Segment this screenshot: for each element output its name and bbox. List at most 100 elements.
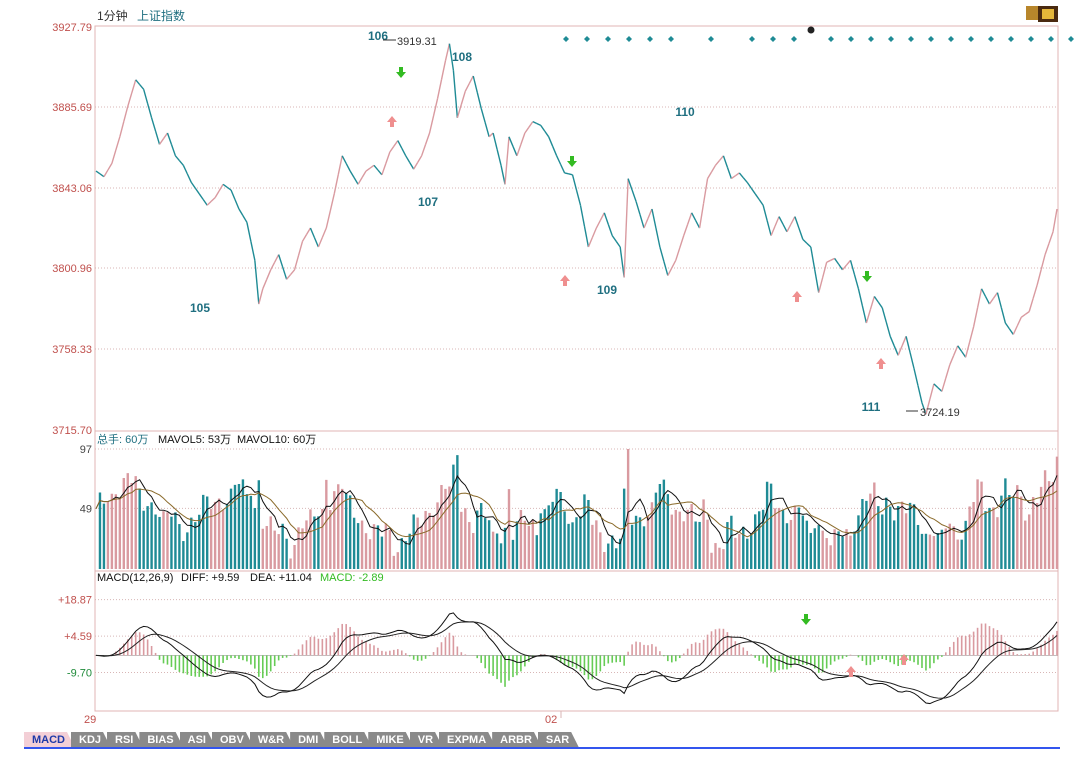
price-segment [913,368,919,386]
price-segment [1008,328,1014,335]
price-segment [603,212,609,225]
price-segment [424,132,431,145]
tab-macd[interactable]: MACD [24,732,75,748]
price-segment [869,296,876,310]
price-segment [921,402,927,415]
price-segment [1048,231,1054,244]
price-segment [520,132,526,145]
price-segment [746,182,752,189]
price-segment [929,383,935,400]
tab-asi[interactable]: ASI [180,732,216,748]
price-segment [417,155,423,163]
price-segment [1000,307,1007,324]
price-segment [1032,284,1038,299]
tab-boll[interactable]: BOLL [324,732,372,748]
price-segment [409,162,415,170]
price-y-tick: 3758.33 [52,344,92,356]
price-segment [1028,298,1034,312]
price-segment [873,296,879,303]
price-segment [861,305,868,324]
price-segment [897,345,903,356]
price-segment [957,345,963,352]
price-segment [1012,325,1018,335]
tab-mike[interactable]: MIKE [368,732,414,748]
tab-arbr[interactable]: ARBR [492,732,542,748]
price-segment [353,177,359,185]
price-segment [559,164,566,174]
price-segment [329,193,335,212]
up-arrow-icon [792,291,802,302]
price-segment [226,186,232,191]
price-segment [738,172,744,179]
diamond-marker [1068,36,1074,42]
tab-wr[interactable]: W&R [250,732,294,748]
tab-dmi[interactable]: DMI [290,732,328,748]
price-segment [691,212,697,221]
price-segment [762,205,768,221]
price-segment [988,297,995,305]
toolbar-icon[interactable] [1026,6,1058,22]
tab-obv[interactable]: OBV [212,732,254,748]
price-segment [917,385,923,403]
price-segment [849,260,856,275]
price-segment [464,83,470,92]
price-segment [139,84,145,90]
price-segment [182,165,188,175]
price-segment [99,173,105,178]
price-segment [127,92,133,107]
price-segment [675,247,681,261]
price-segment [472,75,478,93]
price-segment [750,187,756,195]
price-segment [889,336,895,347]
macd-y-tick: -9.70 [67,668,92,680]
price-segment [1044,242,1050,255]
price-segment [492,132,498,150]
diff-legend: DIFF: +9.59 [181,572,239,584]
price-segment [802,238,808,244]
price-line [95,43,1058,415]
price-segment [766,220,772,236]
price-segment [774,216,780,227]
price-segment [627,178,633,191]
price-segment [230,189,236,200]
wave-label: 108 [452,50,472,64]
price-segment [107,163,113,171]
price-segment [206,200,212,206]
price-segment [194,187,200,195]
diamond-marker [605,36,611,42]
price-segment [587,237,594,248]
price-segment [651,208,657,229]
price-segment [639,214,645,229]
tab-bias[interactable]: BIAS [139,732,183,748]
price-panel-frame [94,25,1059,432]
price-segment [984,296,991,305]
price-segment [941,377,947,392]
tab-sar[interactable]: SAR [538,732,579,748]
low-price-label: 3724.19 [920,407,960,419]
price-segment [512,146,518,157]
price-segment [254,260,260,305]
tab-vr[interactable]: VR [410,732,443,748]
x-tick-label: 02 [545,714,557,726]
dea-line [95,621,1058,699]
macd-lines [95,612,1058,705]
price-segment [806,242,812,248]
price-segment [178,160,184,166]
price-segment [575,189,582,206]
price-segment [293,255,300,271]
price-segment [583,225,590,248]
price-segment [218,183,224,192]
price-y-tick: 3843.06 [52,183,92,195]
price-segment [389,145,395,153]
price-segment [428,115,435,134]
price-segment [695,220,701,229]
mavol5-line [95,475,1058,545]
tab-rsi[interactable]: RSI [107,732,143,748]
price-segment [611,235,617,242]
tab-expma[interactable]: EXPMA [439,732,496,748]
price-segment [826,259,831,263]
up-arrow-icon [846,666,856,677]
tab-kdj[interactable]: KDJ [71,732,111,748]
diamond-marker [928,36,934,42]
